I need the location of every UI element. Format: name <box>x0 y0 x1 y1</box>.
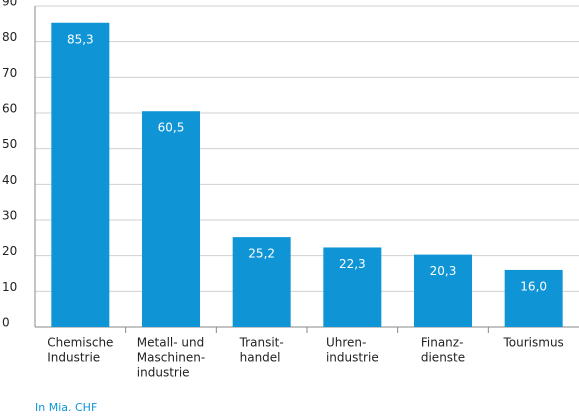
value-label: 16,0 <box>520 279 547 293</box>
x-tick-label: industrie <box>137 366 190 380</box>
x-tick-label: industrie <box>326 351 379 365</box>
x-tick-label: Industrie <box>47 351 100 365</box>
value-label: 25,2 <box>248 247 275 261</box>
x-tick-label: Metall- und <box>137 336 204 350</box>
x-tick-label: Transit- <box>239 336 284 350</box>
value-label: 60,5 <box>158 121 185 135</box>
y-tick-label: 90 <box>2 0 17 9</box>
y-tick-label: 10 <box>2 280 17 294</box>
x-tick-label: Tourismus <box>503 336 564 350</box>
value-label: 20,3 <box>430 264 457 278</box>
bar <box>51 22 110 327</box>
y-tick-label: 30 <box>2 209 17 223</box>
x-tick-label: dienste <box>421 351 465 365</box>
y-tick-label: 80 <box>2 30 17 44</box>
x-tick-label: handel <box>240 351 281 365</box>
y-tick-label: 40 <box>2 173 17 187</box>
x-tick-label: Chemische <box>47 336 113 350</box>
bar <box>323 247 382 327</box>
bar <box>142 111 200 327</box>
note: In Mia. CHF <box>35 401 97 414</box>
bar <box>414 254 472 327</box>
y-tick-label: 0 <box>2 316 10 330</box>
bar <box>232 237 291 327</box>
x-tick-label: Finanz- <box>421 336 464 350</box>
value-label: 85,3 <box>67 32 94 46</box>
y-tick-label: 20 <box>2 244 17 258</box>
y-tick-label: 50 <box>2 137 17 151</box>
y-tick-label: 60 <box>2 102 17 116</box>
x-tick-label: Uhren- <box>326 336 366 350</box>
value-label: 22,3 <box>339 257 366 271</box>
bar <box>504 269 563 327</box>
x-tick-label: Maschinen- <box>137 351 205 365</box>
y-tick-label: 70 <box>2 66 17 80</box>
